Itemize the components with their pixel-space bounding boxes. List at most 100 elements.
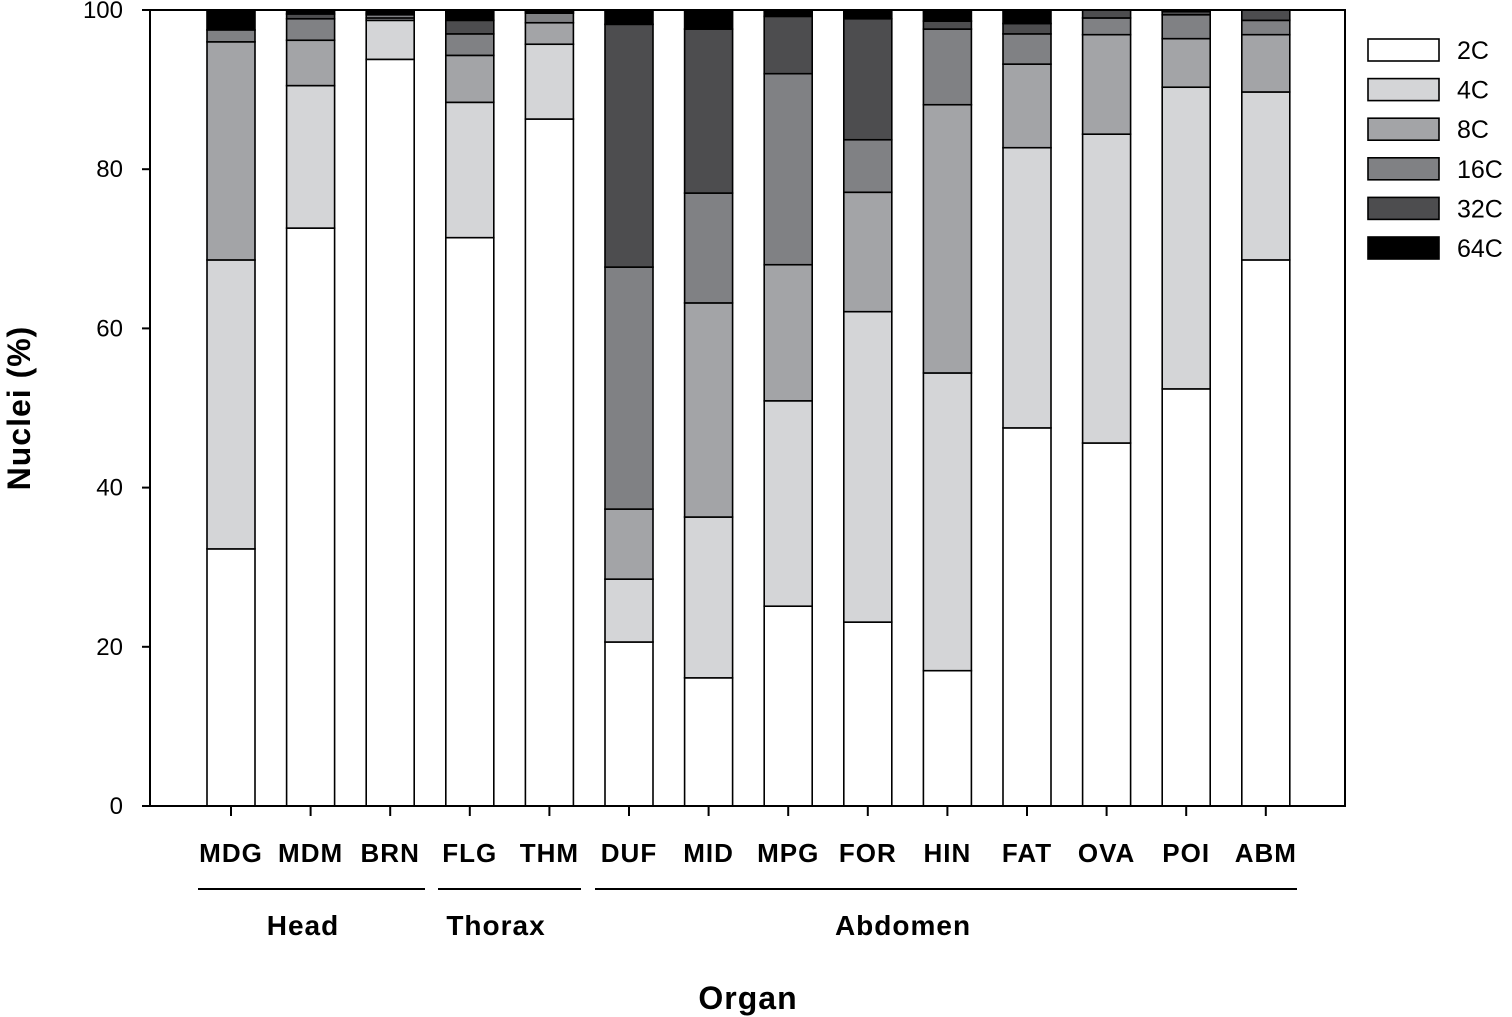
y-tick-label: 40 (96, 475, 123, 502)
bar-segment-MPG-4C (763, 400, 814, 608)
y-axis: 0 20 40 60 80 100 (83, 0, 150, 820)
bar-segment-MDG-16C (206, 29, 256, 43)
bar-segment-ABM-32C (1241, 9, 1291, 22)
legend-label-16C: 16C (1457, 156, 1503, 184)
legend-label-2C: 2C (1457, 37, 1489, 65)
bar-segment-MDG-4C (206, 259, 256, 550)
bar-segment-HIN-16C (922, 28, 973, 106)
group-labels: Head Thorax Abdomen (198, 888, 1297, 941)
bar-segment-MDG-64C (206, 9, 256, 31)
bar-segment-FOR-32C (842, 17, 893, 141)
bar-segment-DUF-16C (604, 266, 654, 510)
x-tick-label-OVA: OVA (1078, 838, 1135, 868)
bar-segment-MDM-16C (285, 17, 336, 42)
bar-segment-DUF-32C (604, 23, 654, 268)
bar-segment-POI-2C (1161, 388, 1211, 807)
bar-segment-DUF-8C (604, 508, 654, 580)
x-tick-label-ABM: ABM (1235, 838, 1297, 868)
x-tick-label-HIN: HIN (924, 838, 972, 868)
bar-segment-MID-16C (683, 192, 734, 304)
bar-segment-FAT-2C (1002, 427, 1052, 807)
bar-segment-BRN-4C (365, 19, 416, 61)
bar-segment-POI-8C (1161, 37, 1211, 89)
y-tick-label: 80 (96, 156, 123, 183)
x-tick-label-THM: THM (520, 838, 579, 868)
bar-segment-MDG-8C (206, 41, 256, 261)
bar-segment-FOR-16C (842, 138, 893, 194)
bar-segment-FOR-4C (842, 310, 893, 623)
bars (206, 9, 1291, 807)
bar-segment-FAT-4C (1002, 146, 1052, 429)
bar-segment-ABM-4C (1241, 91, 1291, 261)
bar-segment-FAT-16C (1002, 33, 1052, 65)
bar-segment-MPG-32C (763, 15, 814, 75)
bar-segment-FOR-64C (842, 9, 893, 20)
bar-segment-FLG-2C (444, 236, 495, 807)
bar-segment-DUF-4C (604, 578, 654, 643)
bar-segment-THM-16C (524, 12, 575, 24)
group-label-thorax: Thorax (446, 910, 545, 941)
bar-segment-OVA-32C (1081, 9, 1132, 19)
bar-segment-HIN-32C (922, 20, 973, 30)
bar-segment-MID-32C (683, 28, 734, 194)
bar-segment-MPG-2C (763, 605, 814, 807)
bar-segment-MPG-16C (763, 72, 814, 266)
bar-segment-POI-16C (1161, 13, 1211, 40)
bar-segment-MDG-2C (206, 548, 256, 807)
legend-label-64C: 64C (1457, 235, 1503, 263)
bar-segment-FLG-64C (444, 9, 495, 22)
x-tick-label-POI: POI (1162, 838, 1210, 868)
bar-segment-MID-64C (683, 9, 734, 30)
bar-segment-THM-8C (524, 21, 575, 46)
bar-segment-HIN-2C (922, 669, 973, 807)
group-label-head: Head (267, 910, 339, 941)
x-tick-label-FAT: FAT (1002, 838, 1052, 868)
bar-segment-FAT-32C (1002, 22, 1052, 35)
bar-segment-MPG-8C (763, 263, 814, 402)
bar-segment-DUF-2C (604, 641, 654, 807)
bar-segment-FAT-8C (1002, 63, 1052, 149)
x-tick-label-BRN: BRN (361, 838, 420, 868)
x-tick-label-DUF: DUF (601, 838, 657, 868)
bar-segment-THM-2C (524, 118, 575, 807)
bar-segment-FLG-32C (444, 19, 495, 35)
bar-segment-MDM-8C (285, 39, 336, 87)
bar-segment-MDM-2C (285, 227, 336, 807)
x-tick-label-FLG: FLG (442, 838, 497, 868)
x-tick-label-MPG: MPG (757, 838, 819, 868)
bar-segment-HIN-4C (922, 372, 973, 672)
x-tick-label-MDG: MDG (199, 838, 263, 868)
bar-segment-ABM-2C (1241, 259, 1291, 807)
legend-swatch-2C (1367, 38, 1440, 62)
bar-segment-MID-8C (683, 302, 734, 518)
legend-swatch-4C (1367, 77, 1440, 102)
bar-segment-HIN-64C (922, 9, 973, 22)
legend-label-32C: 32C (1457, 195, 1503, 223)
bar-segment-FLG-8C (444, 54, 495, 104)
x-tick-label-MID: MID (683, 838, 734, 868)
bar-segment-HIN-8C (922, 103, 973, 374)
plot-frame (149, 9, 1346, 807)
x-axis: MDG MDM BRN FLG THM DUF MID MPG FOR HIN FAT OVA POI A… (199, 806, 1297, 868)
group-label-abdomen: Abdomen (835, 910, 971, 941)
bar-segment-OVA-8C (1081, 33, 1132, 135)
bar-segment-FAT-64C (1002, 9, 1052, 25)
bar-segment-ABM-16C (1241, 19, 1291, 36)
bar-segment-BRN-2C (365, 58, 416, 807)
x-axis-label: Organ (698, 980, 797, 1016)
y-axis-label: Nuclei (%) (1, 326, 37, 491)
legend-swatch-32C (1367, 196, 1440, 221)
bar-segment-FOR-2C (842, 621, 893, 807)
y-tick-label: 20 (96, 634, 123, 661)
x-tick-label-MDM: MDM (278, 838, 343, 868)
bar-segment-OVA-4C (1081, 133, 1132, 444)
y-tick-label: 0 (110, 793, 123, 820)
bar-segment-FLG-16C (444, 33, 495, 57)
bar-segment-MID-4C (683, 516, 734, 679)
bar-segment-ABM-8C (1241, 33, 1291, 93)
y-tick-label: 100 (83, 0, 123, 24)
bar-segment-FLG-4C (444, 101, 495, 239)
legend-swatch-8C (1367, 117, 1440, 141)
bar-segment-OVA-16C (1081, 17, 1132, 36)
